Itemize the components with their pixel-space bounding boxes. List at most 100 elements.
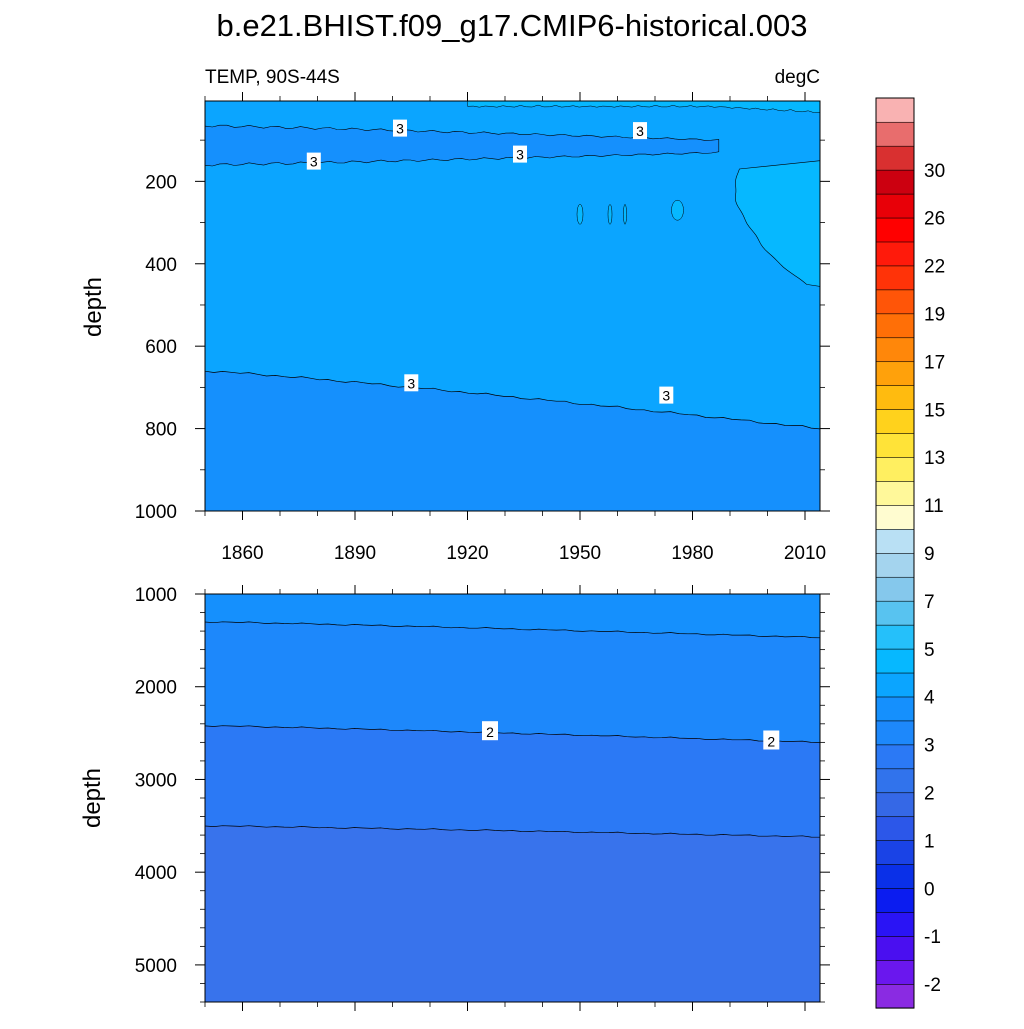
warm-patch-2 — [623, 204, 627, 225]
colorbar-swatch-0 — [875, 983, 915, 1009]
colorbar-label-15: 22 — [924, 257, 945, 278]
lower-contour-line-1 — [204, 725, 821, 743]
chart-title: b.e21.BHIST.f09_g17.CMIP6-historical.003 — [216, 8, 807, 43]
upper-panel: 3 3 3 3 3 3 1860 1890 1920 1950 1980 2010 200 400 600 8… — [135, 92, 830, 564]
colorbar-swatch-36 — [875, 121, 915, 147]
lower-contour-line-0 — [204, 621, 821, 639]
colorbar: -2 -1 0 1 2 3 4 5 7 9 11 13 15 17 19 22 26 30 — [875, 97, 945, 1009]
colorbar-label-13: 17 — [924, 352, 945, 373]
colorbar-swatch-7 — [875, 816, 915, 841]
x-tick-label-1980: 1980 — [671, 543, 713, 564]
colorbar-swatch-2 — [875, 935, 915, 961]
x-tick-label-1950: 1950 — [559, 543, 601, 564]
lower-y-tick-label-4000: 4000 — [135, 863, 177, 884]
colorbar-swatch-4 — [875, 887, 915, 913]
warm-patch-3 — [671, 199, 684, 221]
colorbar-swatch-1 — [875, 959, 915, 985]
upper-plot-frame — [204, 100, 821, 512]
colorbar-swatch-35 — [875, 145, 915, 171]
colorbar-swatch-16 — [875, 600, 915, 626]
colorbar-swatch-8 — [875, 792, 915, 818]
svg-text:3: 3 — [396, 121, 404, 137]
svg-text:3: 3 — [516, 147, 524, 163]
warm-lens-region — [735, 160, 821, 287]
colorbar-label-17: 30 — [924, 161, 945, 182]
colorbar-swatch-26 — [875, 361, 915, 386]
svg-text:3: 3 — [636, 123, 644, 139]
colorbar-swatch-20 — [875, 504, 915, 530]
colorbar-label-0: -2 — [924, 975, 941, 996]
warm-patch-1 — [607, 204, 613, 225]
warm-patch-0 — [576, 204, 584, 225]
colorbar-label-2: 0 — [924, 879, 935, 900]
colorbar-swatch-13 — [875, 672, 915, 698]
contour-line-3-deep — [204, 370, 821, 430]
colorbar-label-5: 3 — [924, 736, 935, 757]
colorbar-swatch-32 — [875, 217, 915, 243]
upper-y-tick-label-400: 400 — [145, 255, 177, 276]
colorbar-swatch-33 — [875, 193, 915, 219]
colorbar-label-1: -1 — [924, 927, 941, 948]
colorbar-swatch-5 — [875, 864, 915, 889]
subsurface-cold-band — [204, 124, 720, 167]
upper-y-axis-label: depth — [80, 277, 107, 337]
colorbar-label-8: 7 — [924, 592, 935, 613]
colorbar-label-9: 9 — [924, 544, 935, 565]
svg-text:3: 3 — [310, 154, 318, 170]
x-tick-label-1920: 1920 — [446, 543, 488, 564]
upper-y-tick-label-1000: 1000 — [135, 502, 177, 523]
colorbar-swatch-6 — [875, 840, 915, 865]
colorbar-frame — [875, 97, 915, 1009]
lower-contour-line-2 — [204, 825, 821, 838]
x-tick-label-1860: 1860 — [221, 543, 263, 564]
colorbar-swatch-17 — [875, 576, 915, 602]
colorbar-swatch-11 — [875, 720, 915, 746]
colorbar-swatch-28 — [875, 313, 915, 339]
svg-text:3: 3 — [407, 375, 415, 391]
x-tick-label-2010: 2010 — [784, 543, 826, 564]
contour-label-upper-5: 3 — [659, 386, 674, 404]
colorbar-swatch-29 — [875, 289, 915, 315]
colorbar-label-6: 4 — [924, 688, 935, 709]
colorbar-label-4: 2 — [924, 784, 935, 805]
colorbar-swatch-37 — [875, 97, 915, 123]
contour-label-lower-1: 2 — [763, 730, 780, 750]
colorbar-swatch-9 — [875, 768, 915, 794]
contour-label-upper-4: 3 — [404, 374, 419, 392]
contour-label-upper-2: 3 — [306, 152, 321, 170]
colorbar-swatch-23 — [875, 432, 915, 458]
svg-text:2: 2 — [486, 724, 494, 740]
lower-y-tick-label-2000: 2000 — [135, 678, 177, 699]
lower-y-tick-label-5000: 5000 — [135, 956, 177, 977]
svg-text:2: 2 — [767, 734, 775, 750]
deep-cold-region — [205, 371, 820, 511]
colorbar-label-3: 1 — [924, 831, 935, 852]
colorbar-swatch-10 — [875, 744, 915, 770]
colorbar-swatch-14 — [875, 648, 915, 674]
contour-label-upper-0: 3 — [393, 119, 407, 137]
colorbar-swatch-34 — [875, 169, 915, 195]
upper-y-tick-label-800: 800 — [145, 420, 177, 441]
colorbar-swatch-24 — [875, 409, 915, 434]
right-subtitle: degC — [775, 67, 820, 88]
colorbar-swatch-18 — [875, 552, 915, 578]
colorbar-swatch-25 — [875, 385, 915, 410]
near-surface-warm-patch — [467, 100, 821, 113]
upper-y-tick-label-600: 600 — [145, 337, 177, 358]
lower-y-tick-label-3000: 3000 — [135, 771, 177, 792]
colorbar-swatch-31 — [875, 241, 915, 267]
upper-y-tick-label-200: 200 — [145, 172, 177, 193]
colorbar-label-10: 11 — [924, 496, 944, 517]
lower-panel: 2 2 1000 2000 3000 4000 5000 — [135, 585, 830, 1011]
colorbar-swatch-15 — [875, 624, 915, 650]
colorbar-swatch-27 — [875, 337, 915, 363]
colorbar-label-7: 5 — [924, 640, 935, 661]
lower-layer-3 — [205, 825, 820, 1002]
svg-text:3: 3 — [662, 388, 670, 404]
colorbar-swatch-3 — [875, 911, 915, 937]
colorbar-swatch-19 — [875, 528, 915, 554]
left-subtitle: TEMP, 90S-44S — [205, 67, 340, 88]
colorbar-swatch-12 — [875, 696, 915, 722]
colorbar-swatch-22 — [875, 456, 915, 482]
